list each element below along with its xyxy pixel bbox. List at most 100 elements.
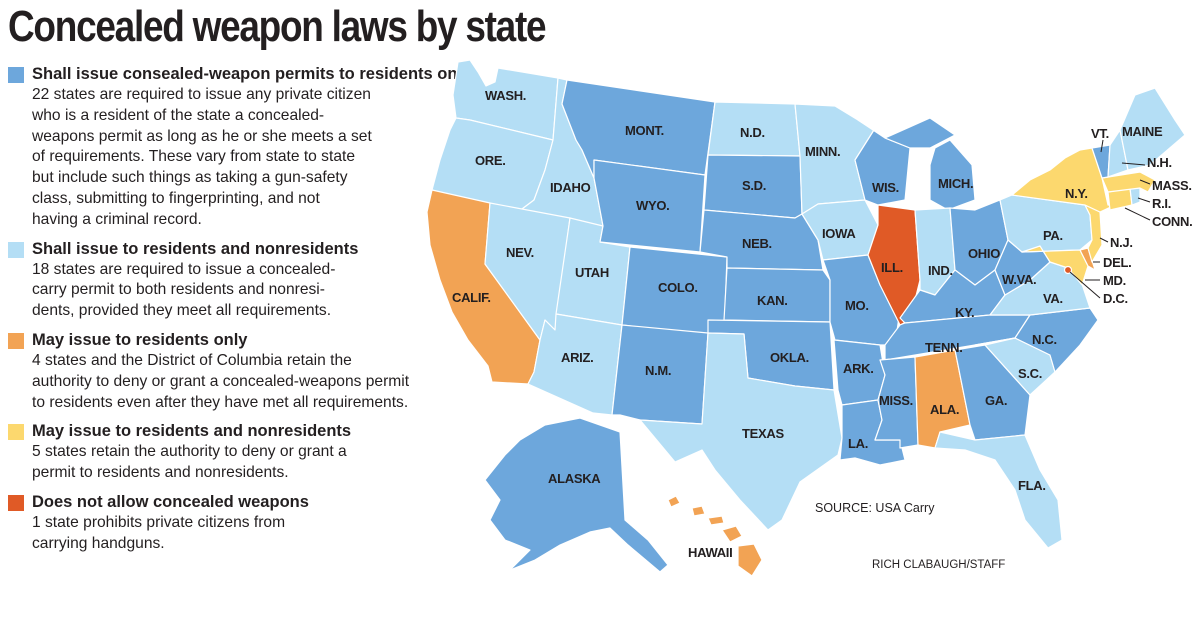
state-label-nc: N.C. bbox=[1032, 332, 1057, 347]
state-label-wa: WASH. bbox=[485, 88, 526, 103]
state-label-vt: VT. bbox=[1091, 126, 1109, 141]
leader-line bbox=[1137, 197, 1151, 203]
state-label-id: IDAHO bbox=[550, 180, 591, 195]
legend-entry: Shall issue consealed-weapon permits to … bbox=[8, 64, 478, 231]
state-label-ar: ARK. bbox=[843, 361, 874, 376]
state-label-nm: N.M. bbox=[645, 363, 671, 378]
legend-heading: May issue to residents and nonresidents bbox=[32, 422, 352, 441]
legend-swatch bbox=[8, 241, 24, 258]
leader-line bbox=[1100, 139, 1104, 153]
legend-description-line: to residents even after they have met al… bbox=[32, 393, 409, 411]
state-label-sd: S.D. bbox=[742, 178, 766, 193]
legend-description-line: 5 states retain the authority to deny or… bbox=[32, 443, 347, 461]
state-mi bbox=[884, 117, 976, 211]
state-label-me: MAINE bbox=[1122, 124, 1163, 139]
state-ak bbox=[484, 417, 669, 573]
state-label-tx: TEXAS bbox=[742, 426, 784, 441]
state-label-ak: ALASKA bbox=[548, 471, 601, 486]
page-title: Concealed weapon laws by state bbox=[8, 2, 547, 51]
state-ri bbox=[1129, 187, 1141, 206]
legend-description-line: but include such things as taking a gun-… bbox=[32, 169, 348, 187]
state-label-mt: MONT. bbox=[625, 123, 664, 138]
legend-description-line: permit to residents and nonresidents. bbox=[32, 464, 289, 482]
legend-description-line: class, submitting to fingerprinting, and… bbox=[32, 189, 320, 207]
legend-heading: Shall issue to residents and nonresident… bbox=[32, 239, 359, 258]
legend-description: 1 state prohibits private citizens from … bbox=[32, 513, 478, 555]
legend-entry: May issue to residents and nonresidents … bbox=[8, 421, 478, 484]
leader-line bbox=[1069, 271, 1101, 299]
state-label-fl: FLA. bbox=[1018, 478, 1046, 493]
legend-description: 5 states retain the authority to deny or… bbox=[32, 442, 478, 484]
legend-description-line: dents, provided they meet all requiremen… bbox=[32, 302, 332, 320]
legend-description-line: carry permit to both residents and nonre… bbox=[32, 281, 325, 299]
legend-description-line: who is a resident of the state a conceal… bbox=[32, 106, 325, 124]
legend-entry: May issue to residents only 4 states and… bbox=[8, 330, 478, 413]
state-hi-island bbox=[737, 543, 763, 577]
state-label-ny: N.Y. bbox=[1065, 186, 1088, 201]
state-label-va: VA. bbox=[1043, 291, 1063, 306]
legend-heading: May issue to residents only bbox=[32, 330, 248, 349]
state-label-dc: D.C. bbox=[1103, 291, 1128, 306]
state-wy bbox=[593, 159, 706, 253]
legend-description: 4 states and the District of Columbia re… bbox=[32, 351, 478, 413]
state-me bbox=[1119, 87, 1186, 171]
legend-description-line: weapons permit as long as he or she meet… bbox=[32, 127, 372, 145]
legend-swatch bbox=[8, 424, 24, 441]
state-label-oh: OHIO bbox=[968, 246, 1000, 261]
state-label-il: ILL. bbox=[881, 260, 903, 275]
legend-description-line: 18 states are required to issue a concea… bbox=[32, 260, 336, 278]
state-label-ut: UTAH bbox=[575, 265, 609, 280]
state-label-ia: IOWA bbox=[822, 226, 856, 241]
state-label-mn: MINN. bbox=[805, 144, 840, 159]
legend-description-line: authority to deny or grant a concealed-w… bbox=[32, 372, 410, 390]
state-de bbox=[1079, 247, 1096, 271]
state-label-ct: CONN. bbox=[1152, 214, 1192, 229]
state-label-de: DEL. bbox=[1103, 255, 1131, 270]
state-wa bbox=[452, 59, 559, 141]
state-label-ky: KY. bbox=[955, 305, 974, 320]
legend-swatch bbox=[8, 494, 24, 511]
state-label-nv: NEV. bbox=[506, 245, 534, 260]
legend-description-line: 4 states and the District of Columbia re… bbox=[32, 351, 352, 369]
state-label-wy: WYO. bbox=[636, 198, 669, 213]
legend-description-line: carrying handguns. bbox=[32, 534, 165, 552]
legend-description: 22 states are required to issue any priv… bbox=[32, 85, 478, 231]
legend-swatch bbox=[8, 67, 24, 83]
legend-description-line: 22 states are required to issue any priv… bbox=[32, 86, 371, 103]
state-label-sc: S.C. bbox=[1018, 366, 1042, 381]
legend-heading: Does not allow concealed weapons bbox=[32, 492, 309, 511]
state-hi-island bbox=[721, 525, 743, 543]
state-nc bbox=[974, 307, 1099, 373]
state-label-or: ORE. bbox=[475, 153, 506, 168]
credit-line: RICH CLABAUGH/STAFF bbox=[872, 559, 1005, 571]
state-label-ca: CALIF. bbox=[452, 290, 491, 305]
state-label-in: IND. bbox=[928, 263, 953, 278]
state-label-ma: MASS. bbox=[1152, 178, 1192, 193]
state-hi-island bbox=[707, 515, 725, 526]
legend-description: 18 states are required to issue a concea… bbox=[32, 260, 478, 322]
state-label-ks: KAN. bbox=[757, 293, 788, 308]
state-label-nj: N.J. bbox=[1110, 235, 1133, 250]
state-nj bbox=[1084, 204, 1103, 263]
state-label-ms: MISS. bbox=[879, 393, 913, 408]
state-hi-island bbox=[667, 495, 681, 508]
legend-description-line: 1 state prohibits private citizens from bbox=[32, 513, 286, 531]
state-label-wv: W.VA. bbox=[1002, 272, 1036, 287]
source-note: SOURCE: USA Carry bbox=[815, 501, 935, 515]
state-label-ri: R.I. bbox=[1152, 196, 1171, 211]
state-ma bbox=[1101, 171, 1156, 193]
state-label-tn: TENN. bbox=[925, 340, 963, 355]
state-tx bbox=[639, 332, 843, 531]
state-label-la: LA. bbox=[848, 436, 868, 451]
state-label-ga: GA. bbox=[985, 393, 1007, 408]
leader-line bbox=[1124, 207, 1151, 221]
state-label-ok: OKLA. bbox=[770, 350, 809, 365]
state-label-nd: N.D. bbox=[740, 125, 765, 140]
leader-line bbox=[1139, 179, 1151, 185]
state-label-pa: PA. bbox=[1043, 228, 1063, 243]
state-label-az: ARIZ. bbox=[561, 350, 593, 365]
legend-entry: Does not allow concealed weapons 1 state… bbox=[8, 492, 478, 555]
state-label-ne: NEB. bbox=[742, 236, 772, 251]
state-label-md: MD. bbox=[1103, 273, 1126, 288]
